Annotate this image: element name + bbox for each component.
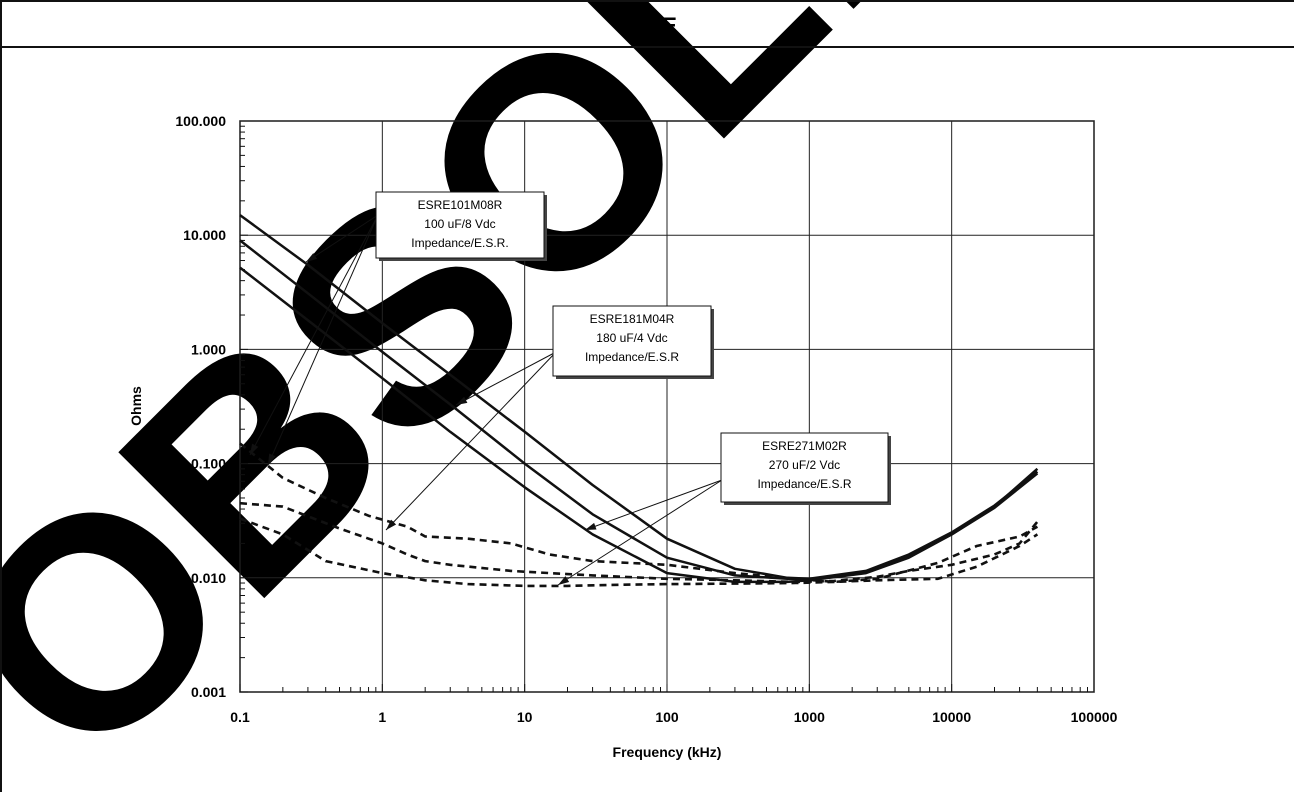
callout-leader-line: [305, 214, 379, 263]
x-tick-label: 1000: [794, 709, 825, 725]
callout-line: 180 uF/4 Vdc: [596, 331, 667, 345]
y-tick-label: 0.100: [191, 456, 226, 472]
arrowhead-icon: [585, 522, 597, 530]
x-tick-label: 1: [378, 709, 386, 725]
callout-leader-line: [584, 479, 723, 531]
x-tick-label: 100000: [1071, 709, 1118, 725]
y-axis-label: Ohms: [128, 386, 144, 426]
y-tick-label: 100.000: [175, 113, 226, 129]
callout-box: [375, 191, 545, 259]
axis-ticks: 0.1 1 10 100 1000 10000 100000 0.001 0.010 0.100 1…: [175, 113, 1117, 725]
y-tick-label: 10.000: [183, 227, 226, 243]
callout-line: Impedance/E.S.R: [585, 350, 679, 364]
callouts: ESRE101M08R 100 uF/8 Vdc Impedance/E.S.R. E…: [249, 191, 891, 586]
arrowhead-icon: [386, 519, 397, 530]
callout-leader-line: [557, 479, 723, 586]
callout-box: [720, 432, 889, 503]
callout-line: ESRE271M02R: [762, 439, 847, 453]
arrowhead-icon: [268, 453, 276, 465]
arrowhead-icon: [558, 576, 570, 585]
callout-leader-line: [455, 351, 557, 406]
callout-line: ESRE181M04R: [590, 312, 675, 326]
callout-line: 100 uF/8 Vdc: [424, 217, 495, 231]
esr-curve-2: [239, 501, 1039, 584]
callout-line: Impedance/E.S.R.: [411, 236, 508, 250]
y-tick-label: 1.000: [191, 341, 226, 357]
x-tick-label: 100: [655, 709, 679, 725]
callout-line: ESRE101M08R: [418, 198, 503, 212]
x-tick-label: 10000: [932, 709, 971, 725]
x-tick-label: 10: [517, 709, 533, 725]
callout-leader-line: [385, 351, 557, 531]
x-tick-label: 0.1: [230, 709, 250, 725]
callout-leader-line: [267, 214, 379, 466]
callout-line: Impedance/E.S.R: [757, 477, 851, 491]
arrowhead-icon: [456, 396, 468, 405]
arrowhead-icon: [306, 253, 318, 262]
impedance-curve-1: [239, 214, 1039, 581]
y-tick-label: 0.001: [191, 684, 226, 700]
esr-curve-3: [239, 517, 1039, 588]
chart-title: ESRE: [617, 13, 677, 38]
arrowhead-icon: [250, 443, 259, 455]
x-axis-label: Frequency (kHz): [613, 744, 722, 760]
y-tick-label: 0.010: [191, 570, 226, 586]
callout-line: 270 uF/2 Vdc: [769, 458, 840, 472]
esr-curve-1: [239, 442, 1039, 584]
callout-box: [552, 305, 712, 377]
series-group: [239, 214, 1039, 588]
callout-leader-line: [249, 214, 379, 456]
grid: [239, 120, 1095, 693]
impedance-curve-3: [239, 266, 1039, 584]
